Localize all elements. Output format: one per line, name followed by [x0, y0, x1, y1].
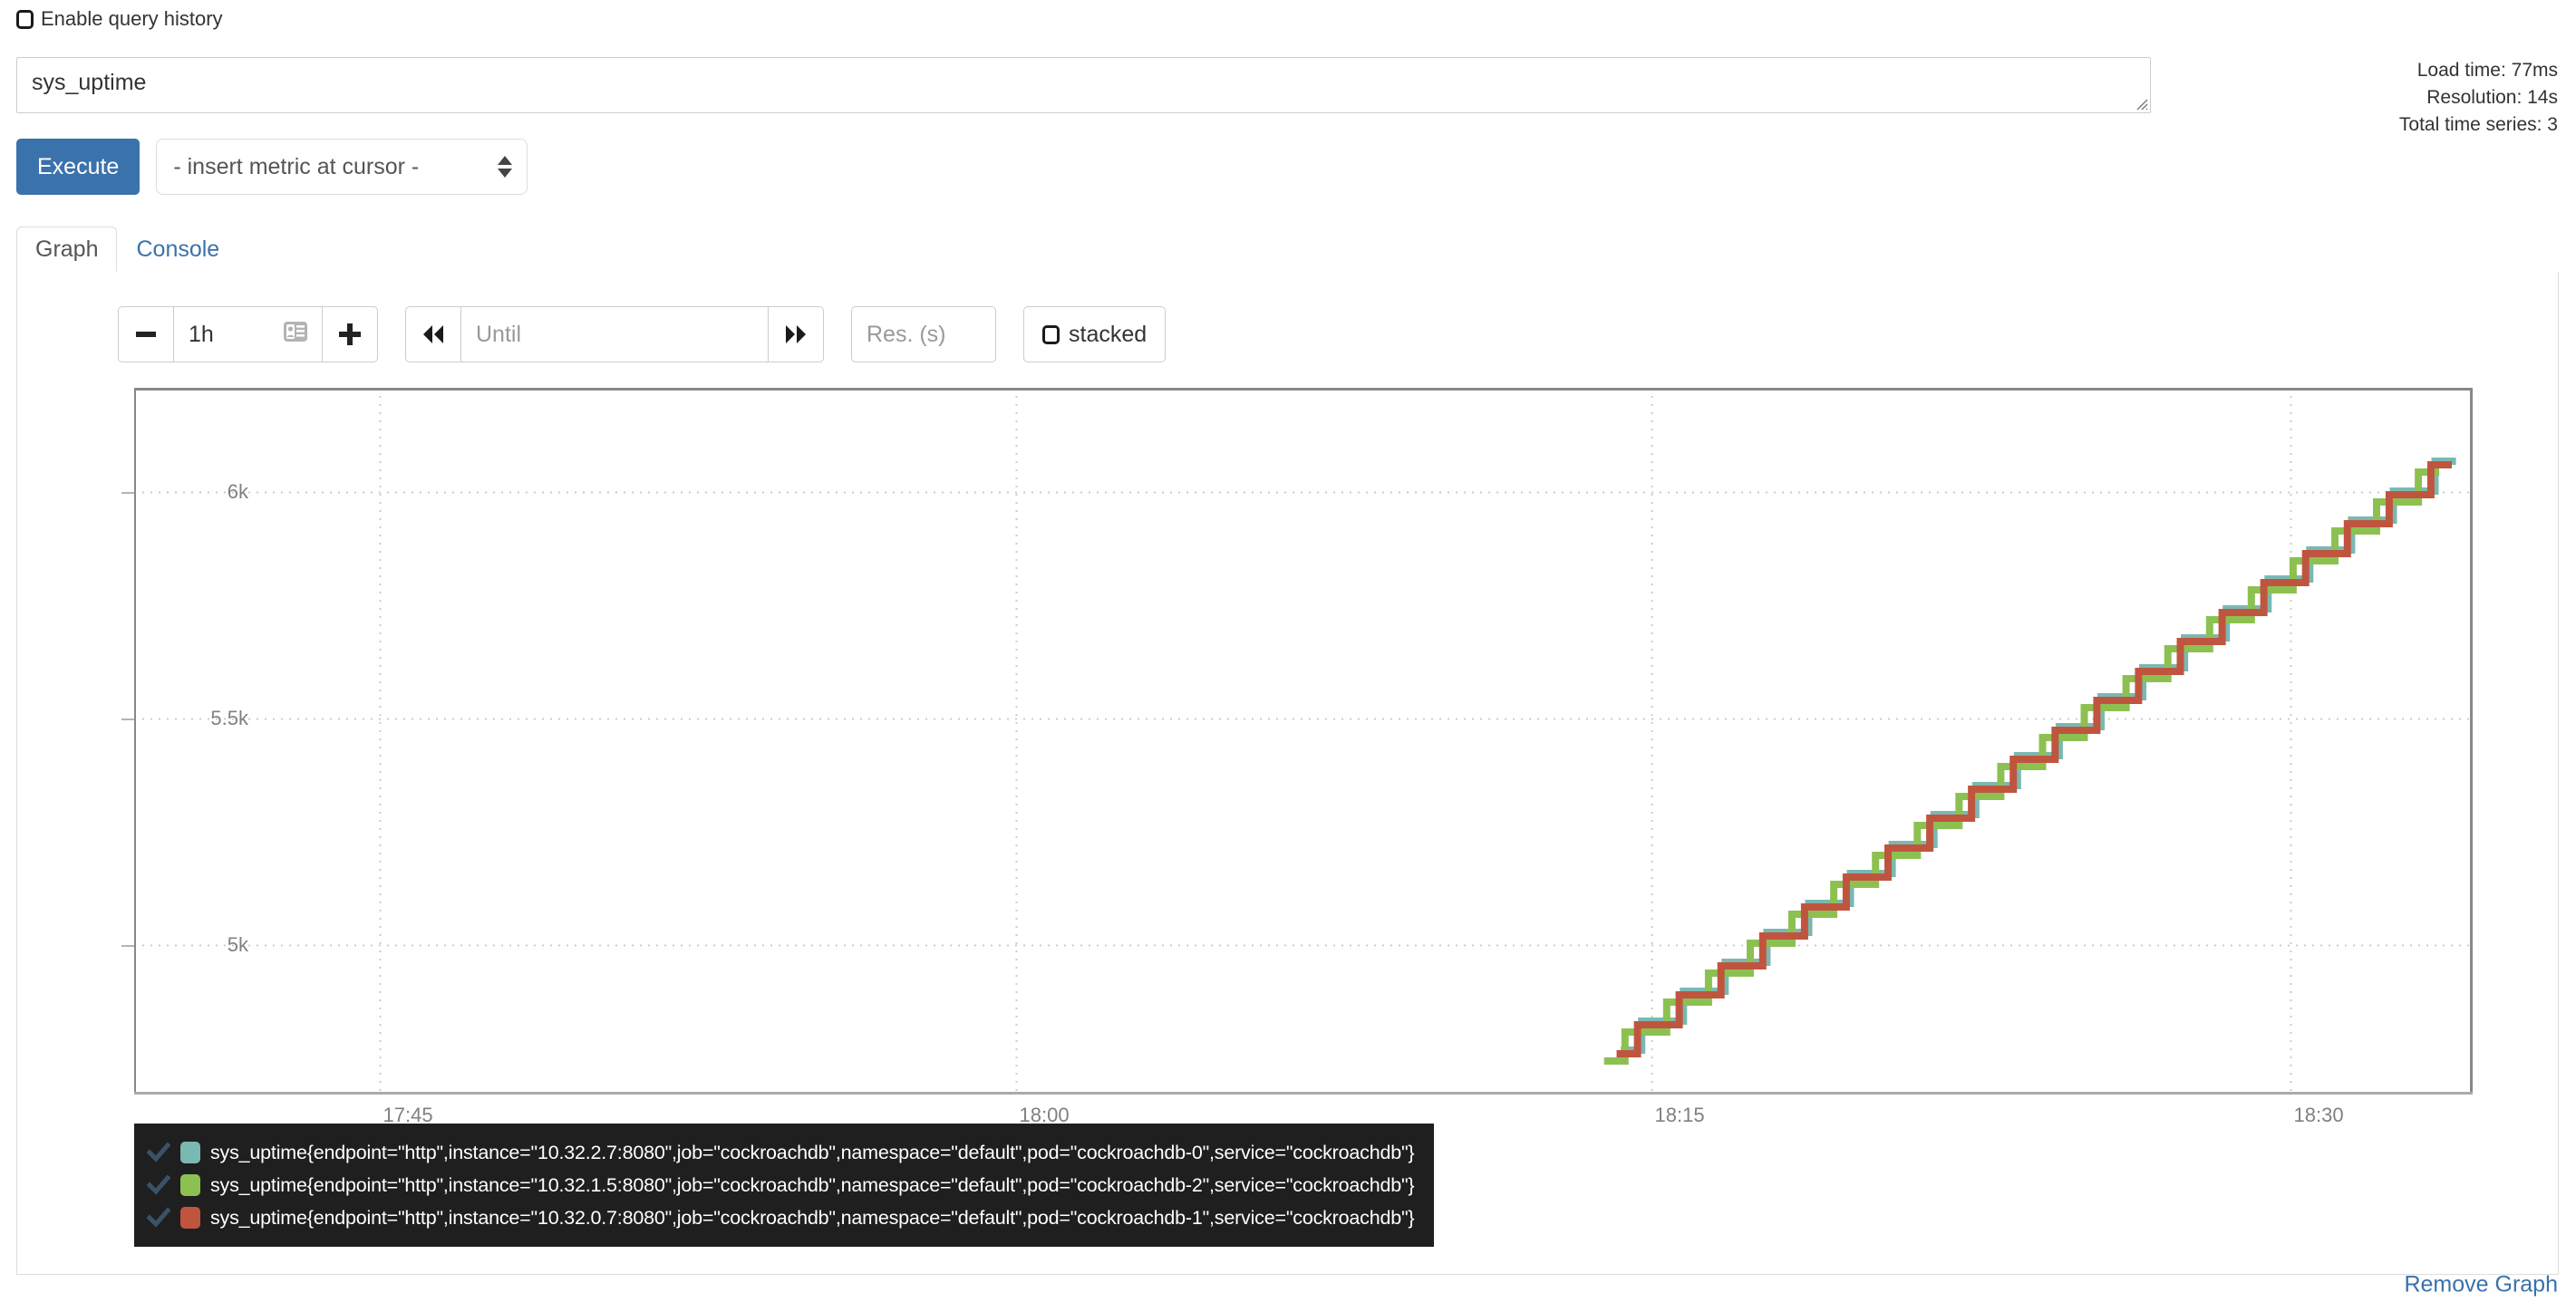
total-time-series: Total time series: 3: [2398, 113, 2558, 135]
resolution-placeholder: Res. (s): [867, 321, 946, 347]
legend-item[interactable]: sys_uptime{endpoint="http",instance="10.…: [147, 1169, 1415, 1201]
minus-icon: [136, 332, 156, 337]
x-axis-tick-label: 18:00: [1019, 1104, 1070, 1126]
load-time: Load time: 77ms: [2416, 60, 2558, 81]
x-axis-tick-label: 18:15: [1654, 1104, 1705, 1126]
chart-plot-area: 17:45 18:00 18:15 18:30: [134, 388, 2473, 1126]
expression-input[interactable]: [16, 57, 2151, 113]
tab-bar: Graph Console: [16, 222, 238, 273]
plus-icon: [339, 323, 361, 345]
range-input-group: 1h: [118, 306, 378, 362]
until-placeholder: Until: [476, 321, 522, 347]
checkbox-unchecked-icon: [1042, 324, 1060, 344]
enable-query-history-label: Enable query history: [41, 7, 223, 30]
double-right-arrow-icon: [786, 325, 806, 343]
checkmark-icon[interactable]: [147, 1173, 170, 1197]
legend-series-label: sys_uptime{endpoint="http",instance="10.…: [210, 1206, 1415, 1229]
graph-panel: [16, 272, 2559, 1275]
y-axis-tick-label: 6k: [227, 479, 248, 503]
y-axis-tick: [121, 491, 134, 494]
execute-row: Execute - insert metric at cursor -: [16, 139, 528, 195]
step-backward-button[interactable]: [405, 306, 461, 362]
legend-series-label: sys_uptime{endpoint="http",instance="10.…: [210, 1141, 1415, 1163]
load-stats: Load time: 77ms Resolution: 14s Total ti…: [2399, 57, 2558, 138]
resolution-input[interactable]: Res. (s): [851, 306, 996, 362]
double-left-arrow-icon: [423, 325, 443, 343]
decrease-range-button[interactable]: [118, 306, 174, 362]
legend-color-swatch: [180, 1207, 200, 1229]
graph-controls-toolbar: 1h Until: [118, 306, 1167, 362]
chart-series-line: [1616, 461, 2452, 1057]
x-axis-tick-label: 18:30: [2293, 1104, 2344, 1126]
legend-item[interactable]: sys_uptime{endpoint="http",instance="10.…: [147, 1136, 1415, 1169]
tab-console[interactable]: Console: [136, 236, 220, 262]
legend-color-swatch: [180, 1174, 200, 1196]
checkmark-icon[interactable]: [147, 1206, 170, 1230]
range-input[interactable]: 1h: [173, 306, 323, 362]
range-value: 1h: [189, 321, 214, 347]
chart-legend: sys_uptime{endpoint="http",instance="10.…: [134, 1124, 1435, 1247]
chart-series-line: [1603, 468, 2440, 1065]
checkmark-icon[interactable]: [147, 1141, 170, 1164]
y-axis-tick-label: 5k: [227, 932, 248, 956]
legend-item[interactable]: sys_uptime{endpoint="http",instance="10.…: [147, 1201, 1415, 1234]
tab-graph[interactable]: Graph: [16, 227, 118, 273]
legend-series-label: sys_uptime{endpoint="http",instance="10.…: [210, 1173, 1415, 1196]
checkbox-unchecked-icon[interactable]: [16, 9, 34, 29]
y-axis-tick: [121, 718, 134, 720]
enable-query-history-row[interactable]: Enable query history: [16, 7, 223, 31]
x-axis-tick-label: 17:45: [383, 1104, 433, 1126]
chart-svg[interactable]: [134, 388, 2473, 1095]
y-axis-tick-label: 5.5k: [210, 706, 248, 729]
until-input[interactable]: Until: [460, 306, 769, 362]
until-input-group: Until: [405, 306, 824, 362]
insert-metric-select-value: - insert metric at cursor -: [173, 153, 420, 179]
select-spinner-icon: [498, 156, 513, 178]
y-axis-tick: [121, 944, 134, 947]
stacked-label: stacked: [1069, 321, 1148, 347]
legend-color-swatch: [180, 1142, 200, 1163]
range-picker-icon[interactable]: [284, 320, 307, 350]
insert-metric-select[interactable]: - insert metric at cursor -: [156, 139, 528, 195]
step-forward-button[interactable]: [768, 306, 824, 362]
remove-graph-link[interactable]: Remove Graph: [2404, 1271, 2558, 1298]
resolution: Resolution: 14s: [2426, 86, 2558, 108]
stacked-toggle-button[interactable]: stacked: [1023, 306, 1167, 362]
expression-input-wrapper: [16, 57, 2151, 113]
increase-range-button[interactable]: [322, 306, 378, 362]
execute-button[interactable]: Execute: [16, 139, 140, 195]
